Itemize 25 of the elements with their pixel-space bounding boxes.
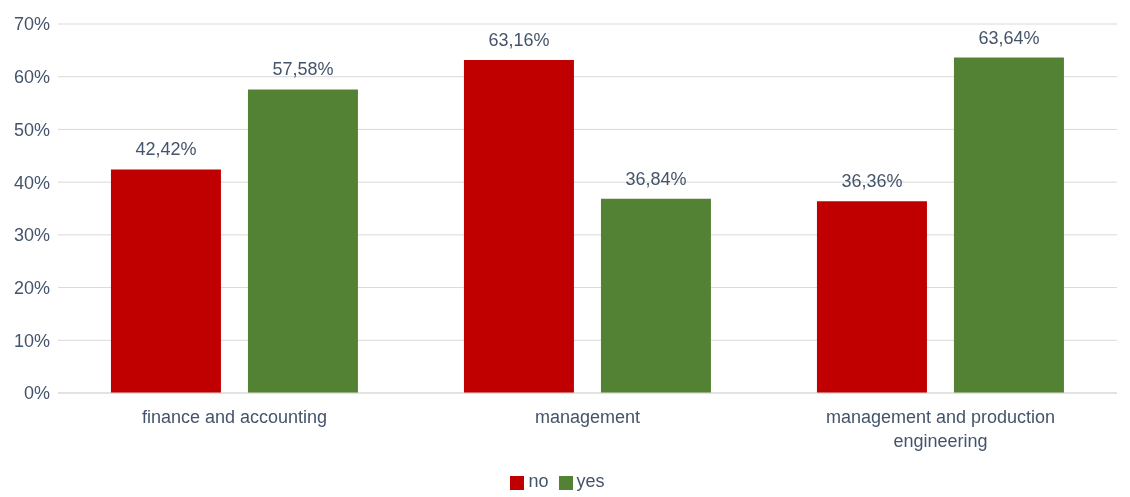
x-tick-label: finance and accounting: [141, 407, 328, 427]
y-tick-label: 0%: [23, 383, 50, 404]
data-label: 63,16%: [488, 30, 550, 51]
x-tick-label: management: [534, 407, 641, 427]
y-tick-label: 50%: [13, 119, 50, 140]
legend-label: yes: [576, 471, 605, 491]
legend-label: no: [528, 471, 549, 491]
y-tick-label: 30%: [13, 225, 50, 246]
y-tick-label: 20%: [13, 277, 50, 298]
y-tick-label: 40%: [13, 172, 50, 193]
y-tick-label: 60%: [13, 67, 50, 88]
y-tick-label: 10%: [13, 330, 50, 351]
data-label: 36,84%: [625, 168, 687, 189]
bar: [463, 60, 574, 393]
bar: [816, 201, 927, 393]
data-label: 63,64%: [978, 27, 1040, 48]
bar: [110, 169, 221, 393]
data-label: 57,58%: [272, 59, 334, 80]
x-tick-label: management and production engineering: [825, 407, 1056, 451]
data-label: 36,36%: [841, 171, 903, 192]
bar: [600, 198, 711, 393]
bar: [953, 57, 1064, 393]
y-tick-label: 70%: [13, 14, 50, 35]
bar: [247, 89, 358, 393]
data-label: 42,42%: [135, 139, 197, 160]
